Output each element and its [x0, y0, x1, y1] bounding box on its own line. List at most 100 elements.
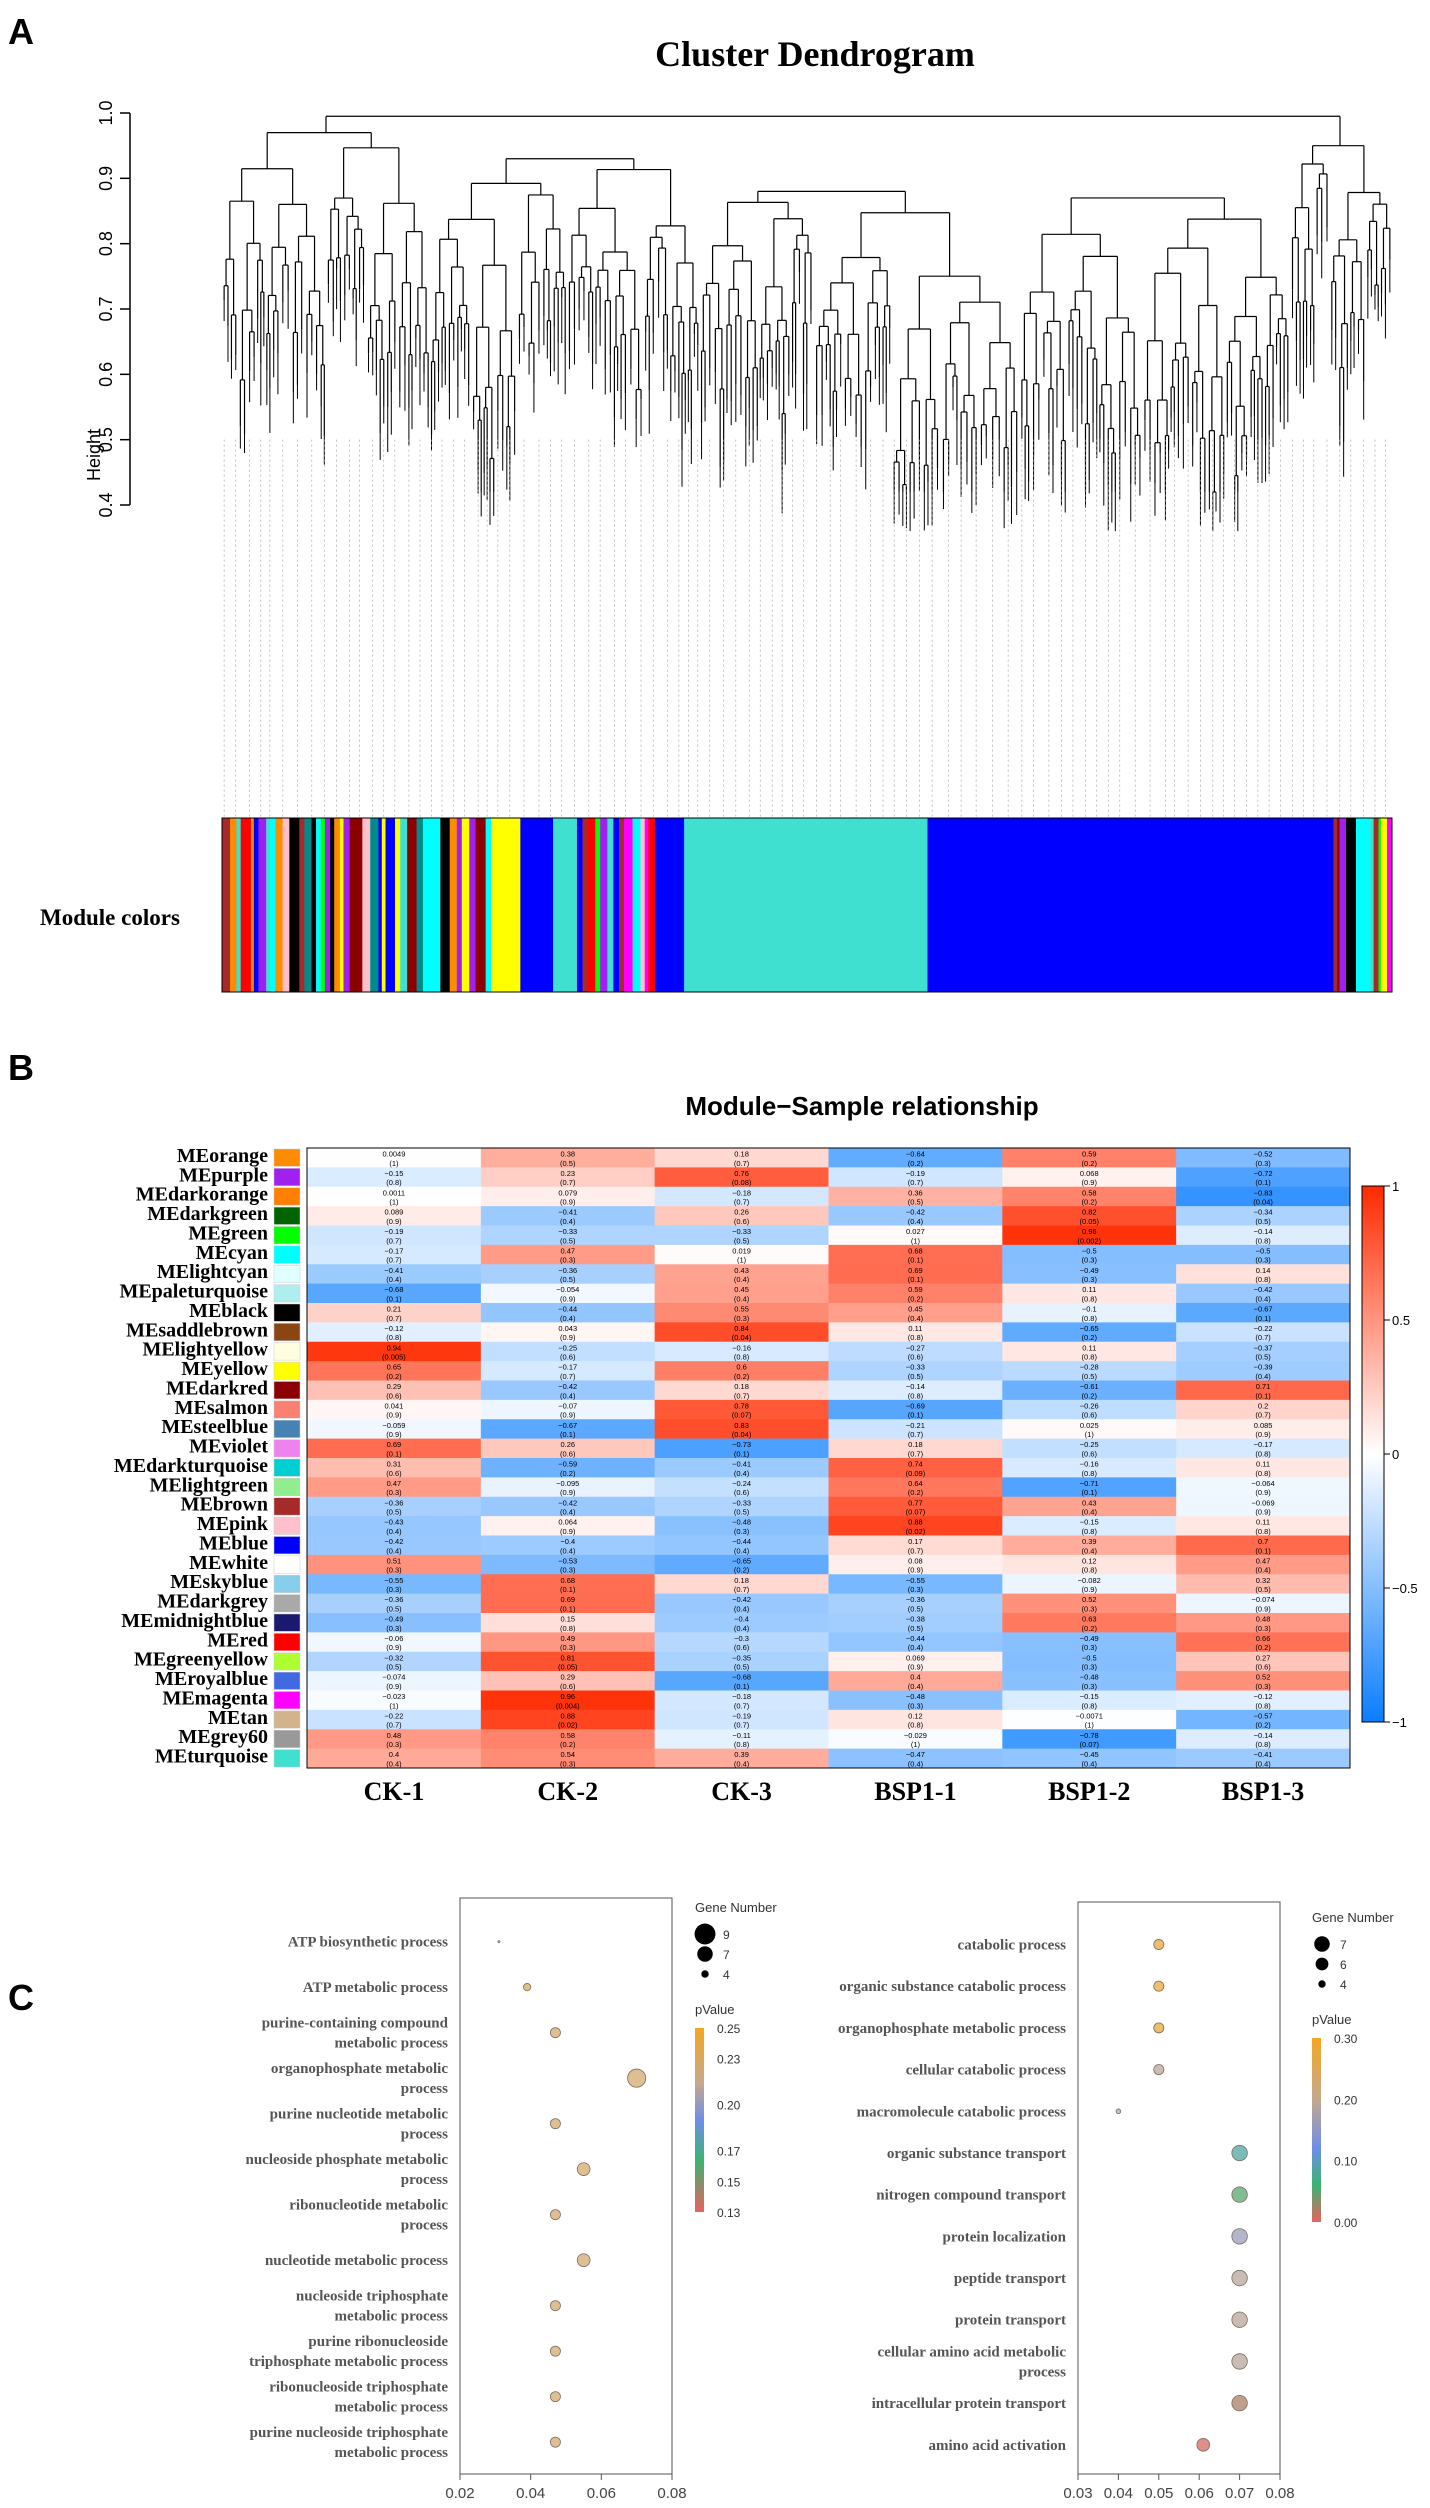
heatmap-cell-correlation: 0.71 — [1256, 1382, 1271, 1391]
heatmap-cell-correlation: −0.44 — [558, 1305, 577, 1314]
heatmap-cell-correlation: −0.48 — [906, 1692, 925, 1701]
heatmap-cell-pvalue: (0.9) — [1082, 1585, 1098, 1594]
module-color-segment — [400, 818, 408, 992]
heatmap-cell-pvalue: (0.7) — [1255, 1333, 1271, 1342]
heatmap-cell — [1002, 1554, 1177, 1575]
heatmap-cell-pvalue: (0.3) — [386, 1740, 402, 1749]
heatmap-cell — [1176, 1516, 1351, 1536]
module-color-segment — [570, 818, 578, 992]
go-term-bubble — [549, 2027, 561, 2039]
heatmap-cell-pvalue: (0.5) — [1255, 1585, 1271, 1594]
heatmap-row-label: MEyellow — [181, 1358, 268, 1380]
heatmap-cell — [654, 1477, 829, 1498]
heatmap-cell-correlation: −0.65 — [732, 1556, 751, 1565]
heatmap-row-label: MEroyalblue — [155, 1668, 268, 1690]
heatmap-cell-correlation: 0.69 — [560, 1595, 575, 1604]
heatmap-cell — [480, 1148, 656, 1168]
heatmap-cell-correlation: −0.12 — [384, 1324, 403, 1333]
heatmap-cell-correlation: −0.33 — [558, 1227, 577, 1236]
heatmap-cell-pvalue: (0.8) — [1082, 1701, 1098, 1710]
heatmap-cell-correlation: −0.49 — [1080, 1634, 1099, 1643]
heatmap-cell — [1002, 1535, 1177, 1556]
heatmap-cell — [1002, 1399, 1177, 1420]
heatmap-cell-pvalue: (0.3) — [386, 1624, 402, 1633]
heatmap-cell — [307, 1729, 482, 1750]
heatmap-cell — [828, 1283, 1003, 1304]
heatmap-cell-correlation: 0.39 — [1082, 1537, 1097, 1546]
heatmap-cell-correlation: −0.61 — [1080, 1382, 1099, 1391]
module-color-segment — [440, 818, 451, 992]
heatmap-cell-correlation: −0.27 — [906, 1343, 925, 1352]
module-color-segment — [266, 818, 271, 992]
heatmap-row-label: MEmagenta — [162, 1687, 268, 1709]
heatmap-cell — [307, 1496, 482, 1517]
heatmap-cell-correlation: 0.27 — [1256, 1653, 1271, 1662]
heatmap-cell — [1002, 1361, 1177, 1381]
heatmap-cell — [1176, 1574, 1351, 1595]
heatmap-cell — [307, 1264, 482, 1285]
heatmap-cell-correlation: 0.043 — [558, 1324, 577, 1333]
heatmap-cell-pvalue: (0.5) — [734, 1236, 750, 1245]
heatmap-cell-pvalue: (0.8) — [1255, 1449, 1271, 1458]
module-color-segment — [362, 818, 371, 992]
y-tick-label: 0.7 — [96, 296, 116, 321]
heatmap-cell — [307, 1438, 482, 1459]
module-color-segment — [1380, 818, 1388, 992]
heatmap-cell-correlation: 0.079 — [558, 1188, 577, 1197]
heatmap-cell-correlation: 0.96 — [1082, 1227, 1097, 1236]
heatmap-cell — [1176, 1729, 1351, 1750]
heatmap-cell-pvalue: (0.4) — [908, 1314, 924, 1323]
heatmap-cell — [307, 1574, 482, 1595]
heatmap-row-color-swatch — [273, 1323, 301, 1341]
heatmap-cell — [1176, 1593, 1351, 1614]
heatmap-cell — [1002, 1613, 1177, 1633]
go-term-bubble — [1153, 2022, 1165, 2034]
heatmap-row-color-swatch — [273, 1148, 301, 1167]
heatmap-cell-correlation: 0.45 — [734, 1285, 749, 1294]
heatmap-cell — [828, 1225, 1003, 1246]
heatmap-cell — [480, 1709, 656, 1730]
heatmap-row-label: MEcyan — [196, 1242, 268, 1264]
heatmap-cell — [480, 1264, 656, 1285]
go-term-label: ribonucleotide metabolic process — [289, 2198, 448, 2234]
heatmap-cell-correlation: −0.69 — [906, 1401, 925, 1410]
heatmap-cell-pvalue: (0.5) — [734, 1663, 750, 1672]
heatmap-cell — [654, 1244, 829, 1265]
heatmap-cell-correlation: −0.36 — [384, 1498, 403, 1507]
heatmap-cell — [1176, 1496, 1351, 1517]
heatmap-cell — [654, 1748, 829, 1769]
heatmap-cell-pvalue: (0.8) — [1082, 1566, 1098, 1575]
module-color-segment — [640, 818, 646, 992]
module-color-segment — [275, 818, 283, 992]
heatmap-cell — [1176, 1206, 1351, 1226]
heatmap-cell-correlation: −0.64 — [906, 1150, 925, 1159]
go-term-bubble — [1115, 2108, 1122, 2115]
y-tick-label: 0.6 — [96, 362, 116, 387]
heatmap-cell-pvalue: (0.7) — [734, 1198, 750, 1207]
heatmap-column-label: CK-2 — [537, 1777, 598, 1806]
heatmap-cell-pvalue: (0.2) — [1082, 1198, 1098, 1207]
heatmap-cell — [828, 1709, 1003, 1730]
heatmap-cell-pvalue: (1) — [1085, 1430, 1095, 1439]
heatmap-cell-correlation: −0.57 — [1254, 1711, 1273, 1720]
go-term-label: ATP metabolic process — [303, 1980, 448, 1996]
heatmap-cell — [828, 1206, 1003, 1226]
heatmap-cell-correlation: −0.5 — [1256, 1246, 1271, 1255]
heatmap-cell — [307, 1148, 482, 1168]
heatmap-cell — [654, 1186, 829, 1207]
heatmap-cell-pvalue: (0.8) — [1255, 1701, 1271, 1710]
heatmap-cell-correlation: −0.11 — [732, 1731, 750, 1740]
module-color-segment — [416, 818, 424, 992]
heatmap-row-label: MEsteelblue — [161, 1416, 268, 1438]
heatmap-cell — [480, 1651, 656, 1672]
y-tick-label: 0.4 — [96, 492, 116, 517]
heatmap-cell — [654, 1574, 829, 1595]
heatmap-row-label: MEturquoise — [155, 1746, 268, 1768]
heatmap-cell-pvalue: (0.2) — [560, 1469, 576, 1478]
legend-color-label: 0.17 — [717, 2145, 741, 2159]
heatmap-cell-pvalue: (0.6) — [560, 1353, 576, 1362]
go-bubble-chart-left: 0.02 0.04 0.06 0.08 ATP biosynthetic process… — [245, 1897, 777, 2502]
heatmap-cell — [307, 1709, 482, 1730]
go-term-label: ATP biosynthetic process — [288, 1935, 448, 1951]
heatmap-cell-correlation: −0.029 — [904, 1731, 927, 1740]
